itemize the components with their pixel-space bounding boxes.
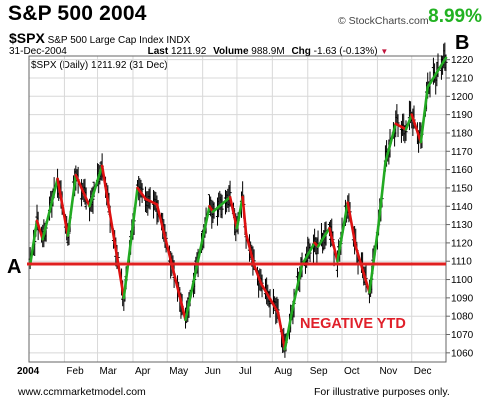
x-tick-label: Feb <box>66 366 84 377</box>
trend-segment-up <box>419 85 430 144</box>
trend-segment-up <box>377 160 387 226</box>
trend-segment-up <box>88 164 104 208</box>
x-tick-label: 2004 <box>17 366 40 377</box>
y-tick-label: 1180 <box>451 128 473 139</box>
symbol-description: S&P 500 Large Cap Index <box>47 35 164 46</box>
ytd-change-percent: 8.99% <box>428 6 482 27</box>
trend-segment-up <box>28 219 39 267</box>
y-tick-label: 1060 <box>451 348 474 359</box>
x-tick-label: Dec <box>414 366 432 377</box>
trend-segment-up <box>235 195 244 230</box>
x-tick-label: Aug <box>274 366 292 377</box>
trend-segment-down <box>328 226 339 263</box>
trend-segment-down <box>144 197 159 206</box>
trend-segment-down <box>155 203 187 322</box>
trend-segment-down <box>56 177 70 237</box>
trend-segment-up <box>434 56 448 76</box>
chart-title: S&P 500 2004 <box>8 2 147 25</box>
y-tick-label: 1170 <box>451 147 473 158</box>
trend-segment-up <box>336 201 350 263</box>
trend-segment-down <box>346 201 358 248</box>
series-legend: $SPX (Daily) 1211.92 (31 Dec) <box>31 60 168 71</box>
y-tick-label: 1140 <box>451 202 473 213</box>
chg-label: Chg <box>291 46 311 57</box>
volume-value: 988.9M <box>251 46 285 57</box>
trend-segment-up <box>66 173 78 237</box>
y-tick-label: 1110 <box>451 257 472 268</box>
trend-segment-up <box>41 177 59 241</box>
trend-segment-down <box>276 311 287 351</box>
point-a-label: A <box>7 256 22 278</box>
x-tick-label: Nov <box>379 366 397 377</box>
plot-frame <box>28 55 447 363</box>
y-tick-label: 1210 <box>451 73 474 84</box>
x-tick-label: Mar <box>100 366 118 377</box>
trend-segment-up <box>404 113 414 131</box>
y-tick-label: 1120 <box>451 238 473 249</box>
chg-value: -1.63 (-0.13%) <box>313 46 378 57</box>
y-tick-label: 1100 <box>451 275 473 286</box>
x-tick-label: Jul <box>239 366 252 377</box>
trend-segment-up <box>211 195 232 214</box>
trend-segment-up <box>283 305 295 351</box>
y-tick-label: 1070 <box>451 330 474 341</box>
footer-disclaimer: For illustrative purposes only. <box>314 386 450 398</box>
y-tick-label: 1130 <box>451 220 473 231</box>
negative-ytd-annotation: NEGATIVE YTD <box>300 316 406 332</box>
point-b-label: B <box>455 32 470 54</box>
x-tick-label: May <box>169 366 188 377</box>
trend-segment-down <box>244 232 256 267</box>
stockcharts-watermark: © StockCharts.com <box>338 15 429 27</box>
y-axis: 1060 1070 1080 1090 1100 1110 1120 1130 1140 1150… <box>446 55 474 359</box>
trend-segment-down <box>35 219 45 241</box>
footer-website: www.ccmmarketmodel.com <box>18 386 146 398</box>
down-triangle-icon: ▼ <box>380 47 389 56</box>
trend-segment-down <box>259 281 280 314</box>
trend-segment-up <box>300 241 316 267</box>
symbol: $SPX <box>9 30 45 46</box>
trend-segment-down <box>74 173 91 208</box>
last-label: Last <box>147 46 169 57</box>
quote-date: 31-Dec-2004 <box>9 46 67 57</box>
y-tick-label: 1080 <box>451 312 474 323</box>
x-tick-label: Apr <box>135 366 151 377</box>
volume-label: Volume <box>213 46 249 57</box>
trend-line <box>28 56 448 351</box>
trend-segment-up <box>291 263 304 309</box>
y-tick-label: 1160 <box>451 165 473 176</box>
trend-segment-down <box>136 186 147 201</box>
y-tick-label: 1150 <box>451 183 473 194</box>
trend-segment-down <box>241 195 248 236</box>
trend-segment-up <box>368 223 380 294</box>
grid <box>29 56 446 362</box>
symbol-line: $SPX S&P 500 Large Cap Index INDX <box>9 30 190 46</box>
y-tick-label: 1220 <box>451 55 474 66</box>
x-axis: 2004 Feb Mar Apr May Jun Jul Aug Sep Oct Nov Dec <box>17 366 432 377</box>
trend-segment-up <box>122 186 139 300</box>
x-tick-label: Jun <box>205 366 221 377</box>
trend-segment-up <box>426 73 438 89</box>
x-tick-label: Oct <box>344 366 360 377</box>
y-tick-label: 1090 <box>451 293 474 304</box>
trend-segment-down <box>228 195 239 230</box>
y-tick-label: 1200 <box>451 92 474 103</box>
symbol-exchange: INDX <box>166 35 191 46</box>
y-tick-label: 1190 <box>451 110 473 121</box>
trend-segment-up <box>316 226 331 248</box>
x-tick-label: Sep <box>310 366 328 377</box>
trend-segment-down <box>252 263 263 285</box>
trend-segment-down <box>410 113 423 144</box>
trend-segment-down <box>394 122 408 131</box>
quote-line: 31-Dec-2004 Last 1211.92 Volume 988.9M C… <box>9 46 449 57</box>
last-value: 1211.92 <box>170 46 207 57</box>
trend-segment-down <box>354 245 371 294</box>
trend-segment-down <box>100 164 126 300</box>
trend-segment-up <box>384 122 398 164</box>
